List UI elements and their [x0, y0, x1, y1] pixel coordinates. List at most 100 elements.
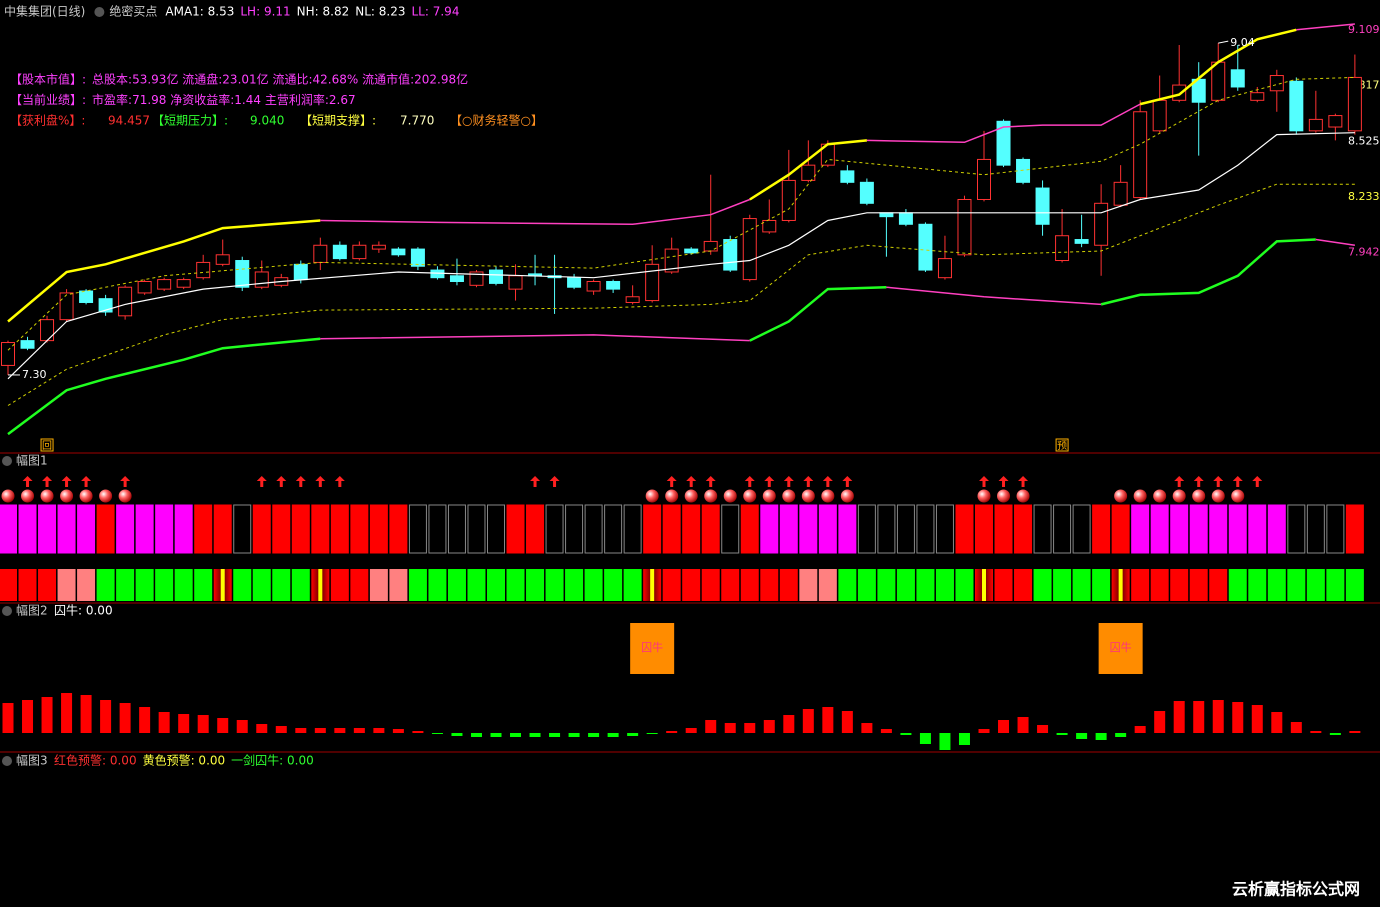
up-arrow	[295, 476, 306, 487]
header-item: NL: 8.23	[355, 5, 405, 19]
signal-block-label: 囚牛	[641, 640, 663, 654]
up-arrow	[81, 476, 92, 487]
up-arrow	[803, 476, 814, 487]
trend-box	[896, 569, 915, 601]
histogram-bar	[822, 707, 834, 733]
up-arrow	[22, 476, 33, 487]
signal-box	[1092, 504, 1111, 554]
signal-box	[896, 504, 915, 554]
signal-ball	[997, 489, 1011, 503]
signal-ball	[1133, 489, 1147, 503]
trend-box	[1033, 569, 1052, 601]
candle-body	[410, 248, 425, 267]
readout: 一剑囚牛: 0.00	[231, 753, 314, 768]
signal-box	[662, 504, 681, 554]
signal-ball	[665, 489, 679, 503]
histogram-bar	[802, 709, 814, 733]
indicator-line	[7, 238, 1316, 436]
signal-ball	[821, 489, 835, 503]
trend-box	[1150, 569, 1169, 601]
signal-box	[1267, 504, 1286, 554]
up-arrow	[1193, 476, 1204, 487]
trend-box	[135, 569, 154, 601]
histogram-bar	[744, 723, 756, 733]
histogram-bar	[841, 711, 853, 733]
y-tick-label: 9.109	[1348, 23, 1380, 36]
trend-box	[1248, 569, 1267, 601]
panel-toggle[interactable]	[2, 456, 12, 766]
histogram-bar	[80, 695, 92, 733]
signal-box	[701, 504, 720, 554]
trend-box	[330, 569, 349, 601]
up-arrow	[315, 476, 326, 487]
histogram-bar	[1056, 733, 1068, 735]
candle-body	[1035, 187, 1050, 225]
signal-box	[77, 504, 96, 554]
toggle-icon[interactable]	[2, 756, 12, 766]
histogram-bar	[588, 733, 600, 737]
candle-body	[781, 179, 796, 221]
signal-block-label: 囚牛	[1110, 640, 1132, 654]
candle-body	[313, 244, 328, 263]
header-icon	[94, 7, 105, 17]
signal-box	[1287, 504, 1306, 554]
candle-body	[996, 120, 1011, 166]
candle-body	[176, 279, 191, 288]
trend-box	[467, 569, 486, 601]
trend-box	[96, 569, 115, 601]
candle-body	[508, 275, 523, 290]
signal-box	[1248, 504, 1267, 554]
up-arrow	[120, 476, 131, 487]
trend-box	[604, 569, 623, 601]
histogram-bar	[1290, 722, 1302, 733]
candle-body	[352, 244, 367, 260]
candle-body	[1074, 239, 1089, 244]
signal-box	[975, 504, 993, 554]
candle-body	[1230, 69, 1245, 88]
trend-box	[1053, 569, 1072, 601]
candle-body	[1172, 84, 1187, 101]
signal-box	[0, 504, 17, 554]
indicator-line	[320, 238, 1356, 342]
candle-body	[1250, 92, 1265, 101]
signal-box	[604, 504, 623, 554]
histogram-bar	[1232, 702, 1244, 733]
header-item: LH: 9.11	[240, 5, 290, 19]
up-arrow	[530, 476, 541, 487]
toggle-icon[interactable]	[2, 606, 12, 616]
trend-box	[565, 569, 584, 601]
signal-box	[1131, 504, 1150, 554]
up-arrow	[42, 476, 53, 487]
candle-body	[1133, 111, 1148, 199]
toggle-icon[interactable]	[2, 456, 12, 466]
y-tick-label: 7.942	[1348, 246, 1380, 259]
trend-box	[272, 569, 291, 601]
watermark-bg	[1226, 876, 1380, 907]
signal-ball	[118, 489, 132, 503]
histogram-bar	[685, 728, 697, 733]
trend-box	[447, 569, 466, 601]
candle-body	[469, 271, 484, 286]
header-item: 绝密买点	[109, 4, 157, 19]
candle-body	[449, 275, 464, 282]
signal-box	[330, 504, 349, 554]
candle-body	[879, 212, 894, 218]
header-item: AMA1: 8.53	[165, 5, 234, 19]
histogram-bar	[607, 733, 619, 737]
trend-box	[545, 569, 564, 601]
up-arrow	[666, 476, 677, 487]
histogram-bar	[139, 707, 151, 733]
trend-stripe	[220, 569, 225, 601]
info-text: 市盈率:71.98 净资收益率:1.44 主营利润率:2.67	[92, 92, 356, 107]
signal-box	[1189, 504, 1208, 554]
signal-ball	[645, 489, 659, 503]
indicator-line	[320, 23, 1355, 226]
signal-block	[630, 623, 675, 674]
trend-box	[506, 569, 525, 601]
high-annotation: 9.04	[1230, 36, 1255, 49]
candle-body	[1289, 80, 1304, 132]
trend-box	[487, 569, 505, 601]
histogram-bar	[1134, 726, 1146, 733]
candle-body	[1308, 118, 1323, 132]
histogram-bar	[939, 733, 951, 750]
